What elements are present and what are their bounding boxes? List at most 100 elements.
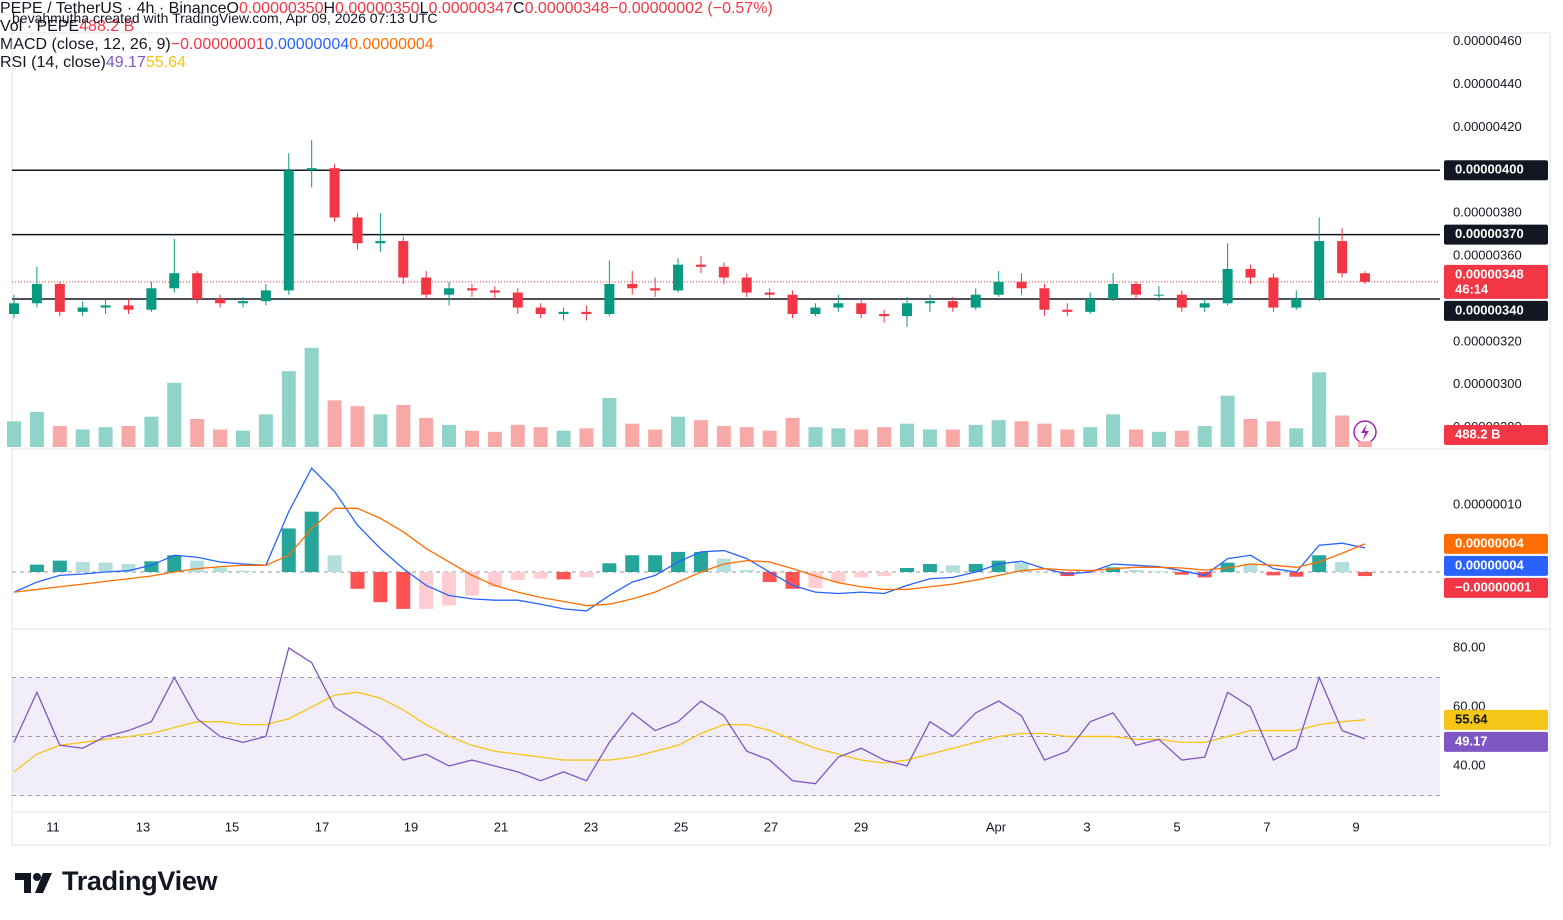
x-tick-label: 25 — [674, 819, 688, 834]
macd-histogram-bar — [396, 572, 411, 609]
x-tick-label: Apr — [986, 819, 1007, 834]
x-tick-label: 19 — [404, 819, 418, 834]
rsi-line — [13, 691, 1366, 773]
macd-histogram-bar — [808, 572, 823, 589]
ohlc-item: C0.00000348 — [513, 0, 609, 17]
candle-body — [1291, 298, 1302, 308]
volume-bar — [602, 398, 617, 447]
attribution: bevahmutha created with TradingView.com,… — [12, 10, 438, 26]
macd-histogram-bar — [922, 563, 937, 573]
macd-histogram-bar — [98, 562, 113, 573]
candle-body — [673, 264, 684, 291]
symbol-title: PEPE / TetherUS · 4h · Binance — [0, 0, 227, 17]
macd-histogram-bar — [854, 572, 869, 578]
macd-histogram-bar — [487, 572, 502, 587]
candle-body — [1016, 281, 1027, 289]
macd-value: 0.00000004 — [264, 36, 350, 53]
macd-histogram-bar — [1243, 563, 1258, 573]
volume-bar — [442, 424, 457, 447]
volume-legend: Vol · PEPE488.2 B — [0, 18, 1563, 36]
candle-body — [100, 305, 111, 308]
ohlc-item: H0.00000350 — [323, 0, 419, 17]
y-tick-label: 80.00 — [1453, 639, 1486, 654]
volume-bar — [1197, 426, 1212, 447]
lightning-icon[interactable] — [1353, 420, 1377, 444]
axis-label: 55.64 — [1455, 711, 1488, 726]
macd-histogram-bar — [442, 572, 457, 606]
candle-body — [77, 307, 88, 312]
macd-histogram-bar — [419, 572, 434, 609]
macd-histogram-bar — [121, 563, 136, 573]
volume-bar — [235, 430, 250, 447]
x-tick-label: 21 — [494, 819, 508, 834]
axis-label: 0.00000004 — [1455, 557, 1524, 572]
volume-bar — [900, 423, 915, 447]
candle-body — [856, 303, 867, 315]
volume-bar — [1243, 419, 1258, 447]
volume-bar — [579, 428, 594, 447]
candle-body — [1314, 241, 1325, 299]
y-tick-label: 0.00000460 — [1453, 33, 1522, 48]
candle-body — [466, 288, 477, 291]
macd-histogram-bar — [235, 570, 250, 573]
candle-body — [1337, 241, 1348, 274]
macd-histogram-bar — [167, 555, 182, 573]
volume-bar — [945, 429, 960, 447]
macd-histogram-bar — [648, 555, 663, 573]
volume-bar — [648, 429, 663, 447]
candle-body — [123, 305, 134, 310]
axis-label: 0.00000340 — [1455, 302, 1524, 317]
macd-histogram-bar — [877, 572, 892, 577]
candle-body — [1062, 309, 1073, 312]
macd-histogram-bar — [1174, 572, 1189, 575]
y-tick-label: 0.00000360 — [1453, 248, 1522, 263]
y-tick-label: 0.00000300 — [1453, 376, 1522, 391]
ohlc-key: L — [419, 0, 429, 17]
volume-bar — [304, 347, 319, 447]
x-tick-label: 23 — [584, 819, 598, 834]
candle-body — [741, 277, 752, 293]
ohlc-key: C — [513, 0, 525, 17]
candle-body — [902, 303, 913, 317]
macd-histogram-bar — [350, 572, 365, 589]
axis-label-box — [1444, 264, 1548, 299]
volume-bar — [144, 416, 159, 447]
macd-histogram-bar — [625, 555, 640, 573]
candle-body — [650, 288, 661, 291]
axis-label: 0.00000004 — [1455, 535, 1524, 550]
x-tick-label: 13 — [136, 819, 150, 834]
macd-value: 0.00000004 — [349, 36, 434, 53]
volume-bar — [281, 371, 296, 447]
y-tick-label: 0.00000440 — [1453, 76, 1522, 91]
candle-body — [398, 241, 409, 278]
volume-bar — [1289, 428, 1304, 447]
ohlc-value: 0.00000350 — [335, 0, 420, 17]
macd-histogram-bar — [602, 563, 617, 573]
volume-bar — [75, 429, 90, 447]
candle-body — [1153, 294, 1164, 296]
axis-label-box — [1444, 300, 1548, 321]
candle-body — [444, 288, 455, 295]
volume-bar — [831, 428, 846, 447]
macd-histogram-bar — [144, 561, 159, 573]
macd-line — [13, 507, 1366, 607]
axis-label-box — [1444, 224, 1548, 245]
candle-body — [192, 273, 203, 299]
y-tick-label: 40.00 — [1453, 757, 1486, 772]
logo-mark — [15, 873, 52, 893]
candle-body — [421, 277, 432, 295]
volume-bar — [739, 427, 754, 447]
volume-bar — [258, 414, 273, 447]
ohlc-key: H — [323, 0, 336, 17]
volume-bar — [98, 427, 113, 447]
candle-body — [810, 307, 821, 315]
volume-bar — [52, 426, 67, 447]
macd-histogram-bar — [1312, 555, 1327, 573]
candle-body — [1245, 268, 1256, 278]
macd-histogram-bar — [693, 551, 708, 573]
macd-histogram-bar — [304, 511, 319, 573]
macd-histogram-bar — [968, 563, 983, 573]
volume-bar — [991, 420, 1006, 447]
